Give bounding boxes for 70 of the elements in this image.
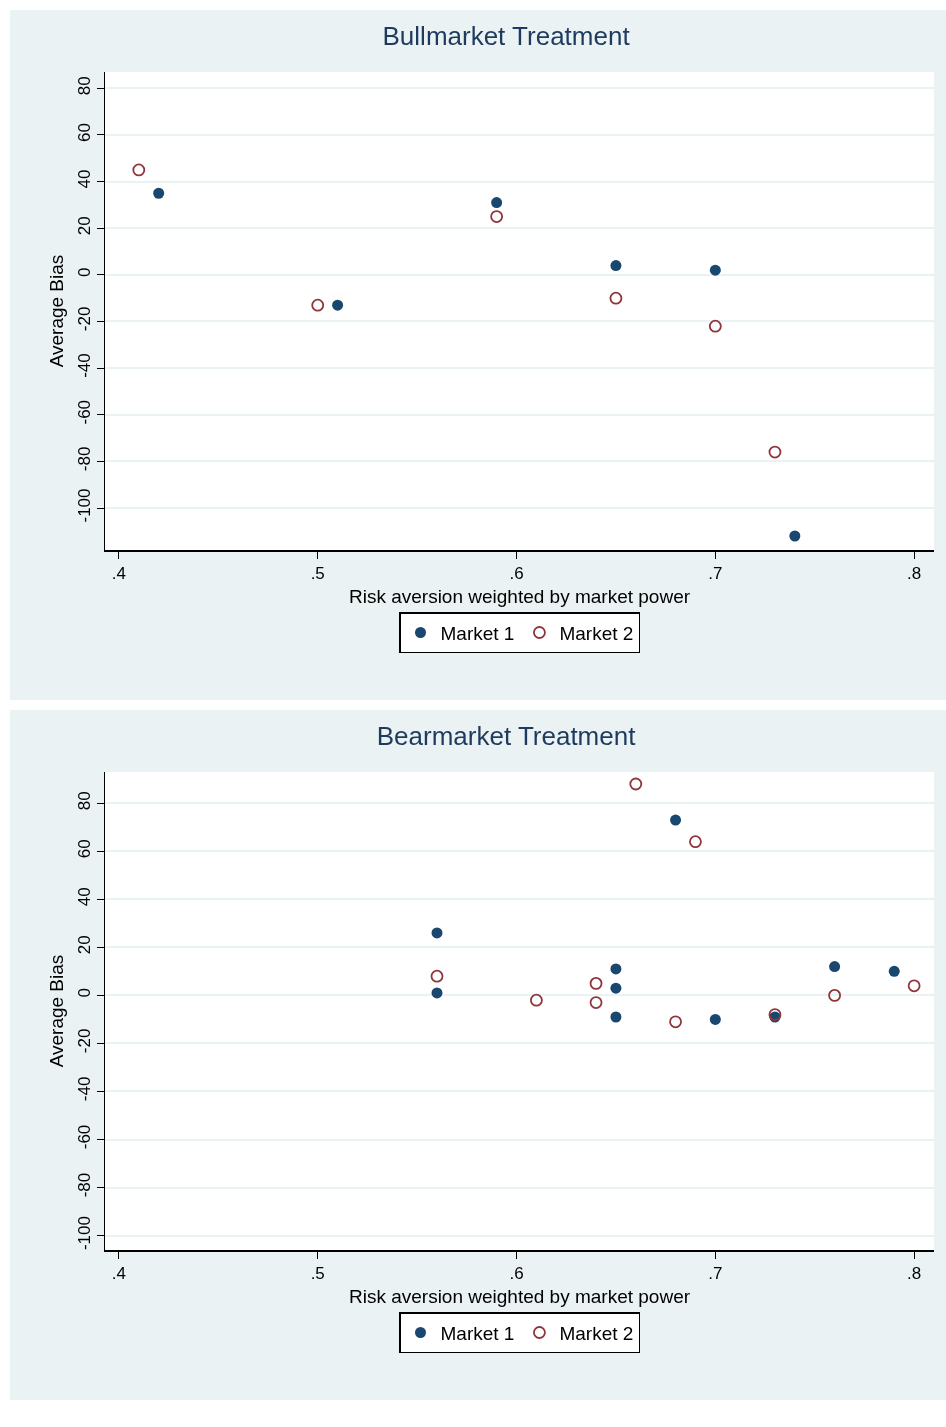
- point: [708, 319, 722, 333]
- y-tick-label: -20: [74, 306, 94, 332]
- point: [670, 814, 682, 826]
- point: [431, 927, 443, 939]
- x-tick-label: .5: [310, 1263, 325, 1283]
- x-tick-label: .4: [111, 563, 127, 583]
- point: [610, 982, 622, 994]
- point: [610, 963, 622, 975]
- y-axis-title: Average Bias: [45, 254, 67, 368]
- y-tick-label: 80: [74, 76, 94, 96]
- point: [431, 987, 443, 999]
- x-tick-label: .7: [708, 563, 723, 583]
- point: [907, 979, 921, 993]
- point: [669, 1015, 682, 1029]
- point: [311, 298, 325, 312]
- y-tick-label: -100: [74, 488, 94, 523]
- legend-label: Market 2: [559, 1322, 634, 1344]
- legend-label: Market 2: [559, 622, 634, 644]
- point: [888, 965, 900, 977]
- y-tick-label: 80: [74, 791, 94, 811]
- y-axis-title: Average Bias: [45, 954, 67, 1068]
- point: [609, 291, 623, 305]
- point: [491, 197, 503, 209]
- point: [530, 993, 543, 1007]
- y-tick-label: 60: [74, 839, 94, 859]
- point: [332, 299, 344, 311]
- x-tick-label: .5: [310, 563, 325, 583]
- legend-label: Market 1: [440, 622, 515, 644]
- point: [709, 264, 721, 276]
- y-tick-label: 0: [74, 267, 94, 278]
- x-tick-label: .8: [907, 563, 922, 583]
- y-tick-label: -60: [74, 399, 94, 425]
- y-tick-label: 20: [74, 935, 94, 955]
- point: [629, 777, 643, 791]
- y-tick-label: 0: [74, 988, 94, 998]
- y-tick-label: -40: [74, 353, 94, 378]
- x-tick-label: .4: [111, 1263, 127, 1283]
- point: [589, 996, 603, 1009]
- x-tick-label: .7: [708, 1263, 723, 1283]
- y-tick-label: 60: [74, 122, 94, 142]
- y-tick-label: -20: [74, 1028, 94, 1054]
- x-tick-label: .6: [509, 563, 524, 583]
- x-tick-label: .8: [907, 1263, 922, 1283]
- x-axis-title: Risk aversion weighted by market power: [348, 1286, 691, 1308]
- y-tick-label: 40: [74, 887, 94, 907]
- y-tick-label: -80: [74, 1172, 94, 1198]
- point: [589, 976, 603, 990]
- point: [768, 445, 782, 459]
- y-tick-label: -100: [74, 1216, 94, 1251]
- y-tick-label: -80: [74, 446, 94, 472]
- chart-title: Bullmarket Treatment: [382, 21, 631, 52]
- x-tick-label: .6: [509, 1263, 524, 1283]
- y-tick-label: 40: [74, 169, 94, 189]
- point: [689, 835, 702, 849]
- point: [490, 210, 504, 223]
- point: [709, 1013, 721, 1025]
- y-tick-label: -40: [74, 1076, 94, 1102]
- point: [828, 988, 841, 1002]
- chart-title: Bearmarket Treatment: [376, 721, 637, 752]
- x-axis-title: Risk aversion weighted by market power: [348, 586, 691, 608]
- point: [153, 187, 165, 199]
- point: [610, 260, 622, 272]
- point: [829, 961, 841, 973]
- y-tick-label: -60: [74, 1124, 94, 1150]
- legend-label: Market 1: [440, 1322, 515, 1344]
- y-tick-label: 20: [74, 216, 94, 236]
- point: [430, 969, 444, 983]
- point: [789, 530, 801, 542]
- point: [610, 1011, 622, 1023]
- point: [132, 163, 146, 177]
